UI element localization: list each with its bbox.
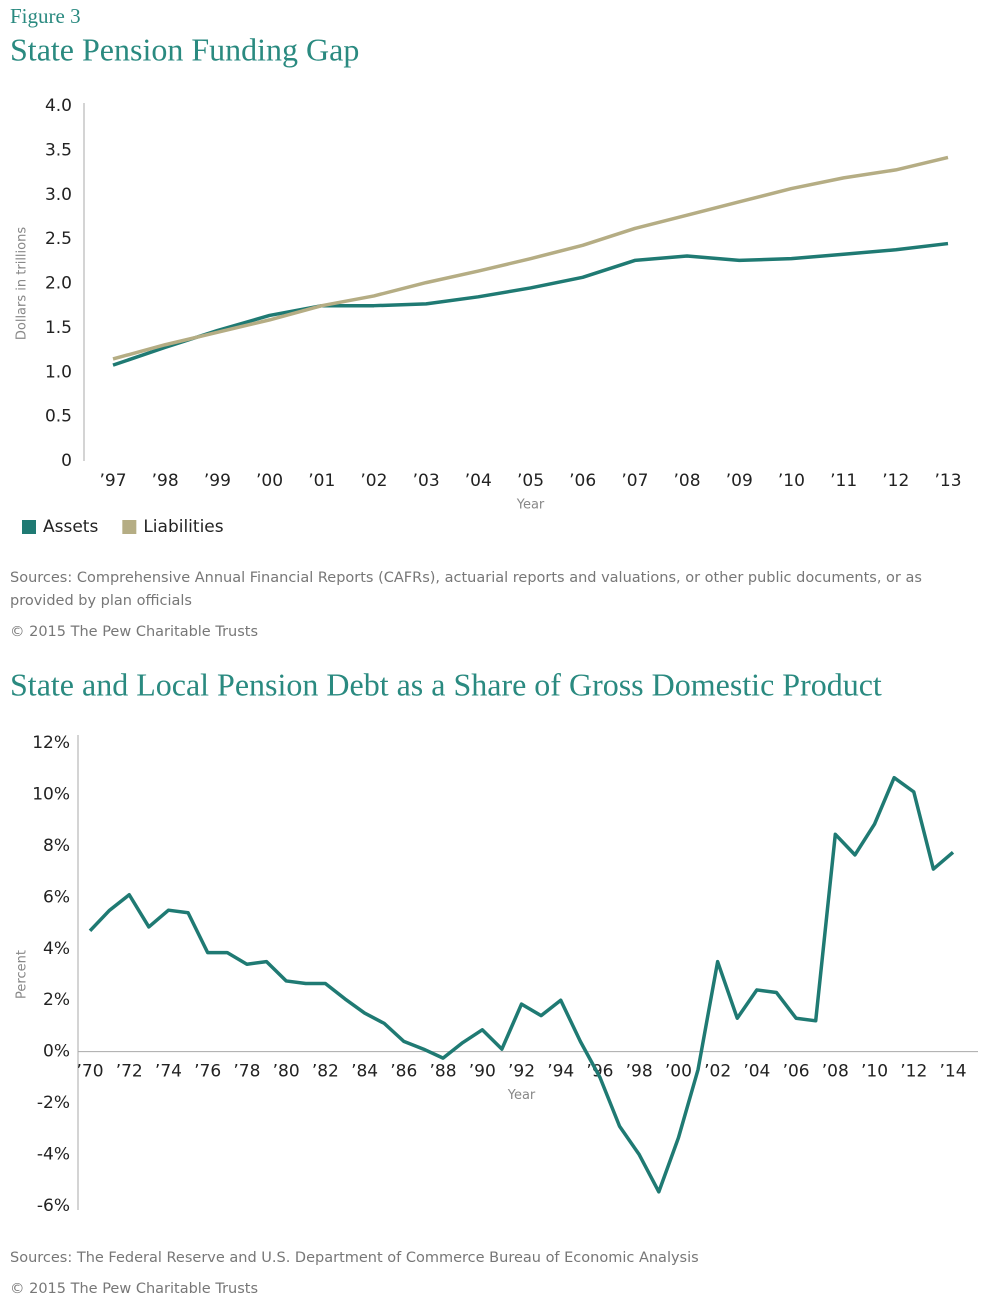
x-tick-label: ’07: [621, 471, 648, 491]
x-tick-label: ’02: [704, 1062, 731, 1082]
copyright: © 2015 The Pew Charitable Trusts: [10, 624, 259, 640]
y-tick-label: -6%: [37, 1196, 70, 1216]
x-tick-label: ’10: [861, 1062, 888, 1082]
y-tick-label: -4%: [37, 1145, 70, 1165]
x-tick-label: ’08: [674, 471, 701, 491]
x-tick-label: ’94: [547, 1062, 574, 1082]
x-tick-label: ’82: [312, 1062, 339, 1082]
x-tick-label: ’11: [830, 471, 857, 491]
y-tick-label: 4.0: [45, 96, 72, 116]
source: Sources: The Federal Reserve and U.S. De…: [10, 1250, 699, 1266]
x-tick-label: ’74: [155, 1062, 182, 1082]
x-tick-label: ’00: [665, 1062, 692, 1082]
x-tick-label: ’92: [508, 1062, 535, 1082]
x-tick-label: ’04: [465, 471, 492, 491]
y-tick-label: 6%: [43, 887, 70, 907]
x-tick-label: ’06: [783, 1062, 810, 1082]
y-tick-label: 3.5: [45, 140, 72, 160]
chart-title: State Pension Funding Gap: [10, 31, 359, 67]
x-tick-label: ’09: [726, 471, 753, 491]
x-tick-label: ’76: [194, 1062, 221, 1082]
x-tick-label: ’88: [430, 1062, 457, 1082]
x-tick-label: ’03: [413, 471, 440, 491]
legend-label: Liabilities: [143, 517, 223, 537]
y-tick-label: 3.0: [45, 185, 72, 205]
legend-swatch: [122, 520, 137, 534]
x-tick-label: ’70: [76, 1062, 103, 1082]
x-tick-label: ’00: [256, 471, 283, 491]
line: [88, 775, 955, 1194]
x-tick-label: ’84: [351, 1062, 378, 1082]
x-tick-label: ’98: [152, 471, 179, 491]
x-tick-label: ’80: [273, 1062, 300, 1082]
legend-label: Assets: [43, 517, 98, 537]
x-tick-label: ’06: [569, 471, 596, 491]
x-axis-title: Year: [507, 1088, 536, 1103]
y-tick-label: 8%: [43, 836, 70, 856]
y-tick-label: 0: [61, 451, 72, 471]
copyright: © 2015 The Pew Charitable Trusts: [10, 1281, 259, 1297]
x-tick-label: ’90: [469, 1062, 496, 1082]
x-tick-label: ’98: [626, 1062, 653, 1082]
y-tick-label: 0.5: [45, 407, 72, 427]
y-tick-label: 4%: [43, 939, 70, 959]
x-tick-label: ’78: [233, 1062, 260, 1082]
x-axis-title: Year: [516, 498, 545, 513]
x-tick-label: ’99: [204, 471, 231, 491]
y-tick-label: 10%: [32, 784, 70, 804]
x-tick-label: ’12: [882, 471, 909, 491]
x-tick-label: ’13: [934, 471, 961, 491]
y-tick-label: 1.0: [45, 362, 72, 382]
y-axis-title: Percent: [15, 950, 30, 999]
legend-swatch: [22, 520, 36, 534]
x-tick-label: ’14: [939, 1062, 966, 1082]
x-tick-label: ’04: [743, 1062, 770, 1082]
y-tick-label: -2%: [37, 1093, 70, 1113]
y-tick-label: 0%: [43, 1042, 70, 1062]
y-tick-label: 2.0: [45, 274, 72, 294]
y-tick-label: 2%: [43, 990, 70, 1010]
source: Sources: Comprehensive Annual Financial …: [10, 570, 922, 609]
y-tick-label: 12%: [32, 733, 70, 753]
y-tick-label: 2.5: [45, 229, 72, 249]
y-tick-label: 1.5: [45, 318, 72, 338]
figure-label: Figure 3: [10, 4, 81, 28]
x-tick-label: ’12: [900, 1062, 927, 1082]
x-tick-label: ’01: [308, 471, 335, 491]
x-tick-label: ’10: [778, 471, 805, 491]
line: [112, 155, 949, 361]
x-tick-label: ’02: [360, 471, 387, 491]
x-tick-label: ’05: [517, 471, 544, 491]
chart-title: State and Local Pension Debt as a Share …: [10, 666, 882, 702]
x-tick-label: ’08: [822, 1062, 849, 1082]
x-tick-label: ’97: [99, 471, 126, 491]
x-tick-label: ’86: [390, 1062, 417, 1082]
x-tick-label: ’72: [116, 1062, 143, 1082]
line: [112, 241, 949, 367]
y-axis-title: Dollars in trillions: [15, 227, 30, 340]
